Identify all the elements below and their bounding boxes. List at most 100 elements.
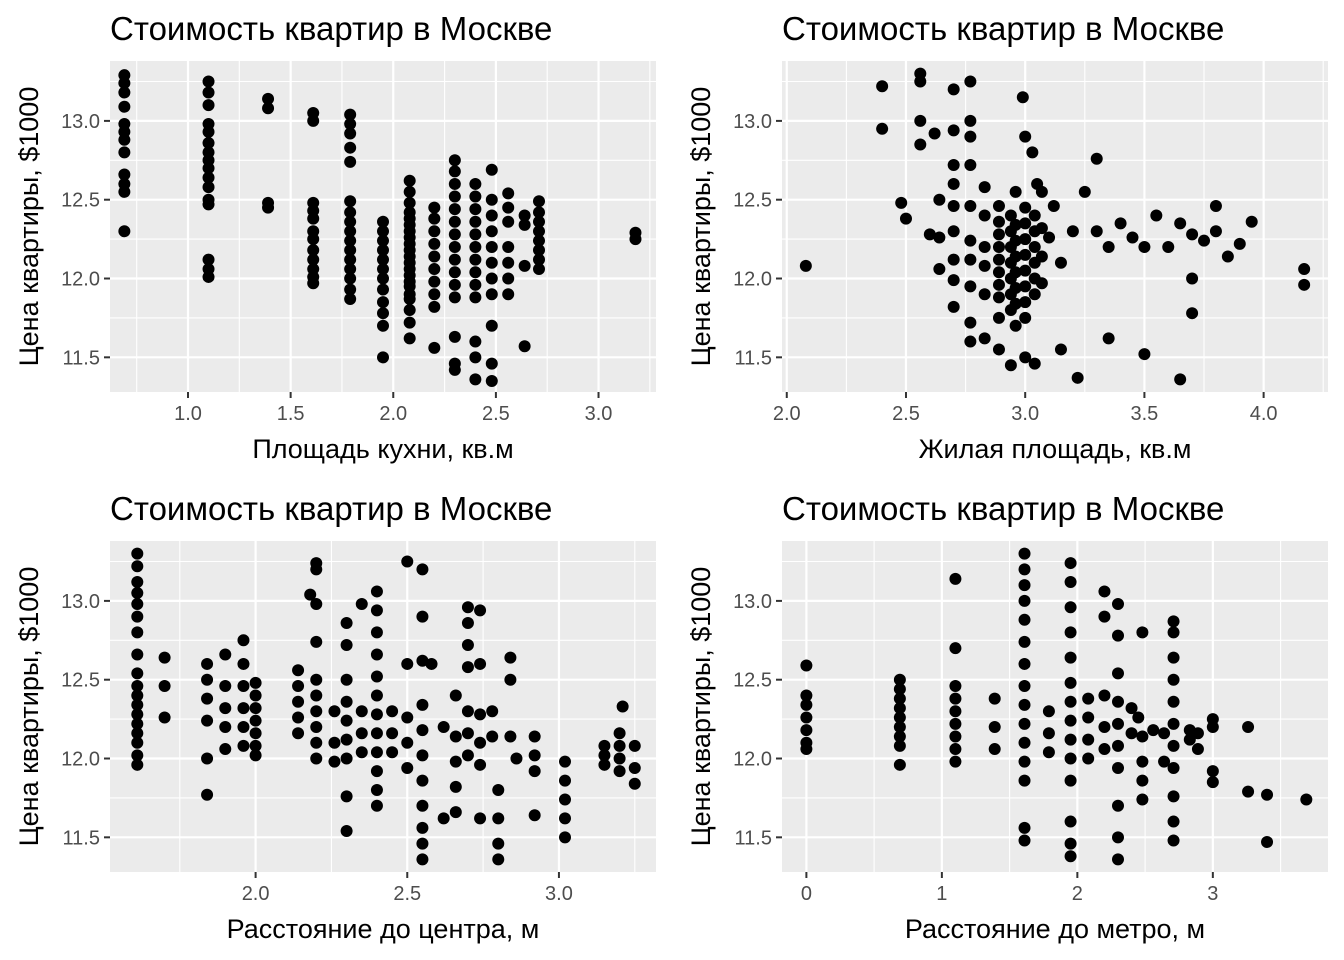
data-point — [403, 174, 416, 187]
data-point — [370, 799, 383, 812]
data-point — [876, 122, 889, 135]
y-tick-label: 11.5 — [735, 347, 772, 369]
data-point — [510, 752, 523, 765]
chart-kitchen-area: 1.0 1.5 2.0 2.5 3.0 11.5 12.0 12.5 13.0 Стоимост… — [14, 10, 656, 464]
data-point — [428, 250, 441, 263]
data-point — [474, 604, 487, 617]
data-point — [118, 133, 131, 146]
data-point — [1191, 743, 1204, 756]
data-point — [1174, 217, 1187, 230]
data-point — [344, 215, 357, 228]
data-point — [262, 201, 275, 214]
data-point — [344, 141, 357, 154]
data-point — [1112, 831, 1124, 844]
data-point — [344, 244, 357, 257]
data-points — [800, 547, 1313, 866]
data-point — [616, 700, 629, 713]
data-point — [131, 698, 144, 711]
data-point — [502, 256, 515, 269]
data-point — [1136, 793, 1149, 806]
y-tick-label: 11.5 — [63, 827, 100, 849]
data-point — [978, 332, 991, 345]
data-point — [344, 108, 357, 121]
data-point — [992, 200, 1005, 213]
data-point — [1082, 733, 1095, 746]
data-point — [1136, 730, 1149, 743]
data-point — [428, 201, 441, 214]
data-point — [988, 720, 1001, 733]
data-point — [377, 263, 389, 276]
data-point — [131, 610, 144, 623]
data-point — [800, 724, 813, 737]
data-point — [355, 727, 368, 740]
data-point — [1167, 717, 1180, 730]
data-point — [118, 77, 131, 90]
data-point — [928, 127, 941, 140]
data-point — [416, 698, 429, 711]
data-point — [131, 736, 144, 749]
data-point — [518, 340, 531, 353]
data-point — [1300, 793, 1313, 806]
y-axis-title: Цена квартиры, $1000 — [14, 567, 44, 847]
data-point — [416, 799, 429, 812]
data-point — [485, 374, 498, 387]
data-point — [370, 746, 383, 759]
data-point — [1018, 736, 1031, 749]
data-point — [800, 743, 813, 756]
data-point — [1018, 834, 1031, 847]
data-point — [1098, 743, 1111, 756]
data-point — [401, 555, 414, 568]
data-point — [202, 253, 215, 266]
data-point — [1242, 720, 1255, 733]
data-point — [502, 215, 515, 228]
data-point — [1206, 776, 1219, 789]
data-point — [416, 774, 429, 787]
data-point — [403, 218, 416, 231]
data-point — [403, 316, 416, 329]
data-point — [328, 736, 341, 749]
data-point — [485, 193, 498, 206]
data-point — [118, 100, 131, 113]
data-point — [428, 237, 441, 250]
data-point — [1009, 250, 1022, 263]
data-point — [1198, 234, 1211, 247]
data-point — [1064, 557, 1077, 570]
data-point — [1035, 250, 1048, 263]
data-point — [964, 159, 977, 172]
data-point — [1112, 761, 1124, 774]
data-point — [800, 689, 813, 702]
data-point — [1098, 585, 1111, 598]
data-point — [949, 572, 962, 585]
data-point — [949, 705, 962, 718]
data-point — [1206, 765, 1219, 778]
chart-title: Стоимость квартир в Москве — [110, 10, 552, 47]
data-point — [370, 670, 383, 683]
data-point — [219, 702, 232, 715]
data-point — [518, 209, 531, 222]
data-point — [992, 253, 1005, 266]
data-point — [131, 667, 144, 680]
data-point — [355, 746, 368, 759]
data-point — [386, 727, 399, 740]
data-point — [914, 114, 927, 127]
data-point — [328, 755, 341, 768]
data-point — [131, 587, 144, 600]
data-point — [461, 616, 474, 629]
data-point — [1136, 755, 1149, 768]
y-tick-label: 12.5 — [733, 190, 772, 212]
data-point — [249, 714, 262, 727]
data-point — [469, 215, 482, 228]
data-point — [448, 154, 461, 167]
data-point — [377, 225, 389, 238]
data-point — [1054, 343, 1067, 356]
data-point — [1064, 626, 1077, 639]
data-point — [1009, 185, 1022, 198]
data-point — [307, 277, 320, 290]
data-point — [1064, 676, 1077, 689]
data-point — [448, 215, 461, 228]
data-point — [310, 752, 323, 765]
plot-panel-background — [110, 541, 656, 872]
data-point — [131, 689, 144, 702]
axis-ticks: 2.0 2.5 3.0 3.5 4.0 11.5 12.0 12.5 13.0 — [733, 111, 1277, 425]
chart-distance-to-center: 2.0 2.5 3.0 11.5 12.0 12.5 13.0 Стоимость квар… — [14, 490, 656, 944]
